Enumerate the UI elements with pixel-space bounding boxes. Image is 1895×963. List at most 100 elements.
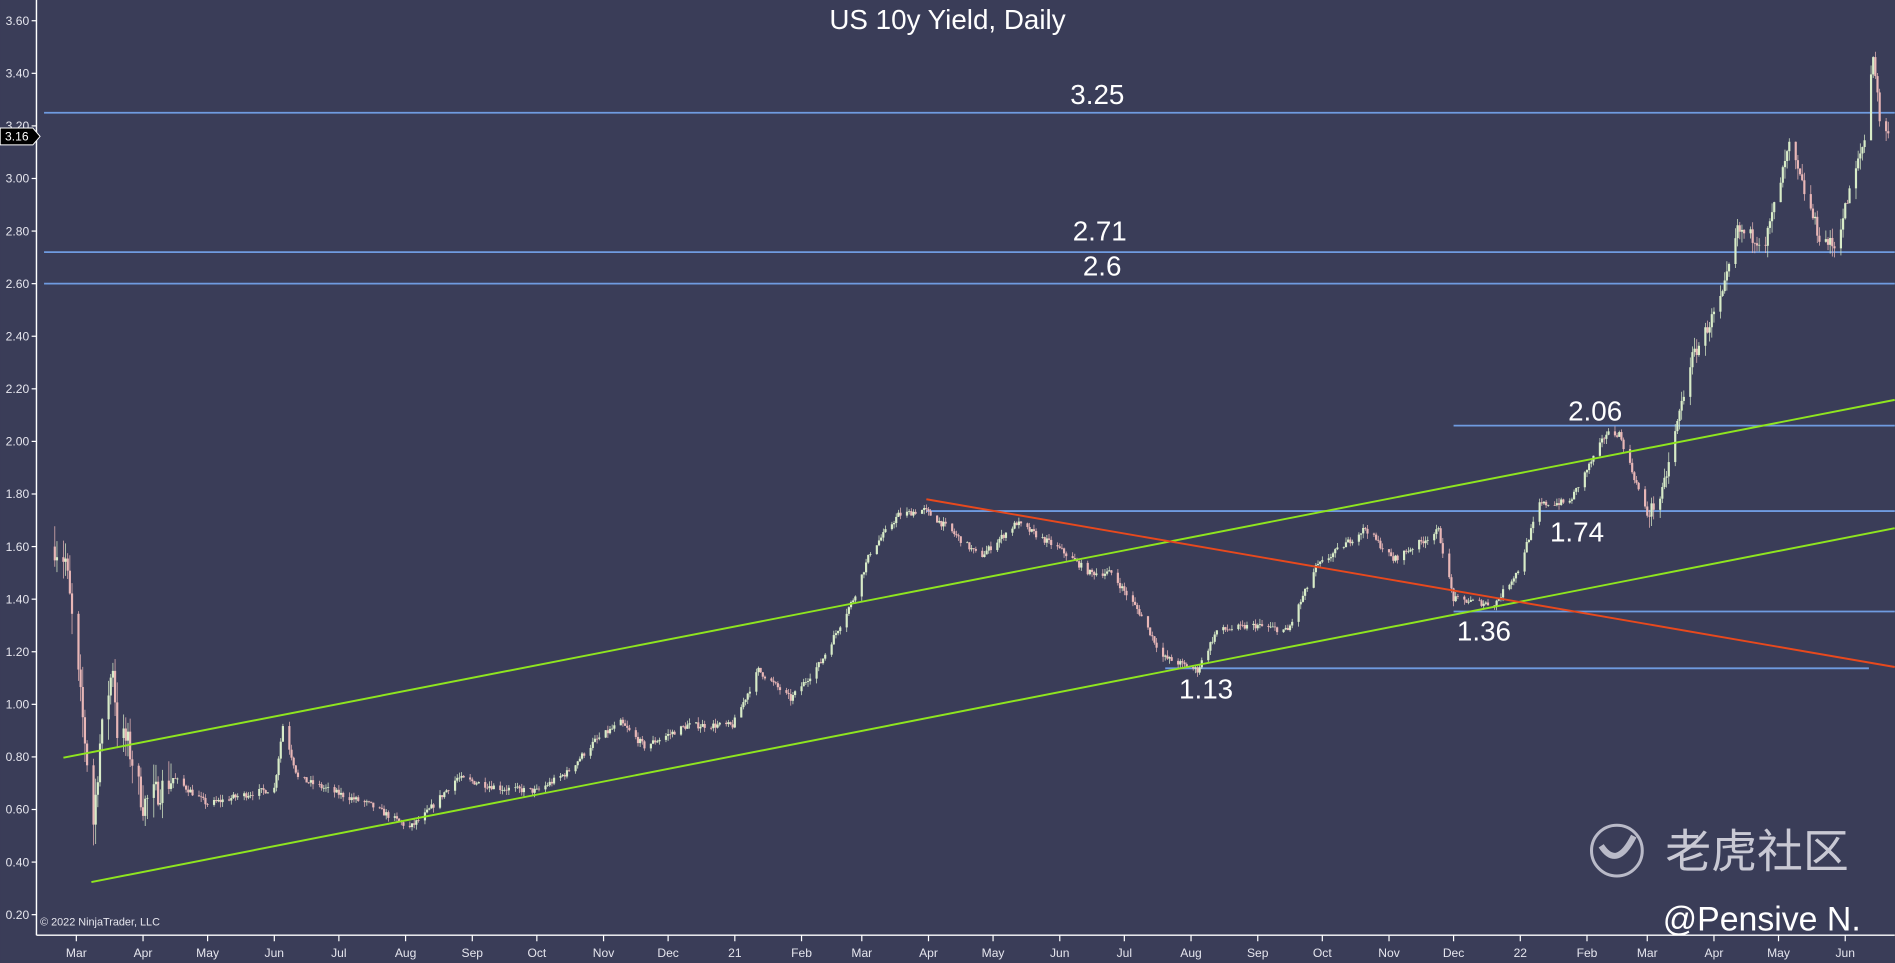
candle [951, 523, 954, 534]
candle [1667, 452, 1670, 484]
candle [370, 801, 373, 804]
candle [221, 794, 224, 807]
candle-body [1441, 543, 1444, 554]
candle [86, 740, 89, 772]
candle-body [1622, 439, 1625, 450]
candle [503, 787, 506, 792]
candle [1803, 172, 1806, 201]
candle-body [1753, 242, 1756, 244]
candle-body [839, 627, 842, 632]
candle [260, 788, 263, 793]
candle [1887, 121, 1890, 139]
candle-body [1497, 598, 1500, 601]
candle-body [729, 722, 732, 725]
candle [197, 790, 201, 797]
candle [1796, 154, 1799, 180]
candle-body [785, 690, 788, 693]
candle [172, 778, 175, 789]
candle [415, 819, 418, 830]
candle [996, 539, 999, 552]
candle [116, 682, 119, 749]
candle-body [626, 725, 629, 728]
candle [1357, 532, 1360, 546]
candle [410, 823, 414, 831]
candle-body [1196, 667, 1199, 673]
candle [141, 785, 145, 821]
candle-body [1243, 625, 1246, 629]
candle [462, 775, 465, 778]
candle [101, 718, 104, 752]
candle-body [1538, 502, 1541, 522]
candle-body [1755, 243, 1759, 246]
candle-body [671, 731, 674, 735]
candle-body [1286, 627, 1289, 631]
candle-body [1420, 540, 1423, 542]
x-tick-label: Nov [1378, 946, 1399, 960]
candle [905, 507, 909, 518]
candle-body [1185, 664, 1188, 668]
candle [895, 513, 898, 528]
candle-body [987, 546, 990, 551]
candle-body [516, 786, 519, 788]
candle [1267, 623, 1270, 632]
candle [1239, 621, 1242, 630]
candle [1798, 168, 1802, 176]
candle-body [809, 678, 812, 682]
candle [860, 574, 863, 602]
candle [778, 684, 782, 695]
candle-body [875, 545, 878, 555]
x-tick-label: Jul [331, 946, 346, 960]
candle [830, 642, 833, 657]
candle [824, 653, 827, 661]
candle [688, 718, 691, 729]
candle-body [634, 730, 637, 737]
candle [292, 756, 295, 769]
candle [927, 507, 930, 516]
candle [1375, 532, 1378, 541]
candle [1818, 227, 1821, 246]
candle [1779, 177, 1782, 203]
candle-body [865, 562, 868, 573]
candle-body [1125, 590, 1128, 596]
candle-body [1241, 624, 1244, 626]
candle-body [352, 797, 356, 800]
x-tick-label: Apr [134, 946, 153, 960]
candle-body [333, 787, 336, 793]
candle [126, 722, 130, 757]
candle-body [230, 798, 233, 801]
candle-body [243, 793, 246, 797]
candle [426, 805, 429, 814]
candle [275, 774, 278, 792]
candle [1448, 548, 1451, 579]
candle-body [658, 739, 661, 742]
candle-body [731, 724, 734, 728]
candle [1854, 160, 1858, 200]
candle [77, 611, 80, 681]
candle [438, 790, 442, 810]
candle [1149, 627, 1152, 637]
candle-body [234, 794, 237, 798]
candle-body [1846, 203, 1849, 204]
candle [217, 797, 220, 803]
candle-body [1523, 552, 1526, 572]
candle-body [1080, 562, 1083, 568]
candle [1697, 342, 1700, 357]
copyright-label: © 2022 NinjaTrader, LLC [40, 917, 160, 929]
candle-body [1224, 627, 1227, 630]
candle [428, 807, 431, 811]
candle-body [1869, 74, 1873, 141]
candle-body [202, 796, 205, 798]
candle-body [1663, 477, 1666, 488]
candle [800, 682, 803, 696]
candle-body [296, 772, 300, 777]
candle-body [1123, 586, 1126, 591]
candle-body [200, 796, 203, 798]
candle-body [793, 691, 797, 696]
candle [1304, 588, 1307, 601]
candle-body [701, 723, 704, 727]
candle-body [1680, 400, 1683, 411]
candle-body [1437, 528, 1440, 530]
candle-body [664, 735, 668, 740]
candle [1616, 432, 1619, 439]
candle [1816, 210, 1819, 244]
